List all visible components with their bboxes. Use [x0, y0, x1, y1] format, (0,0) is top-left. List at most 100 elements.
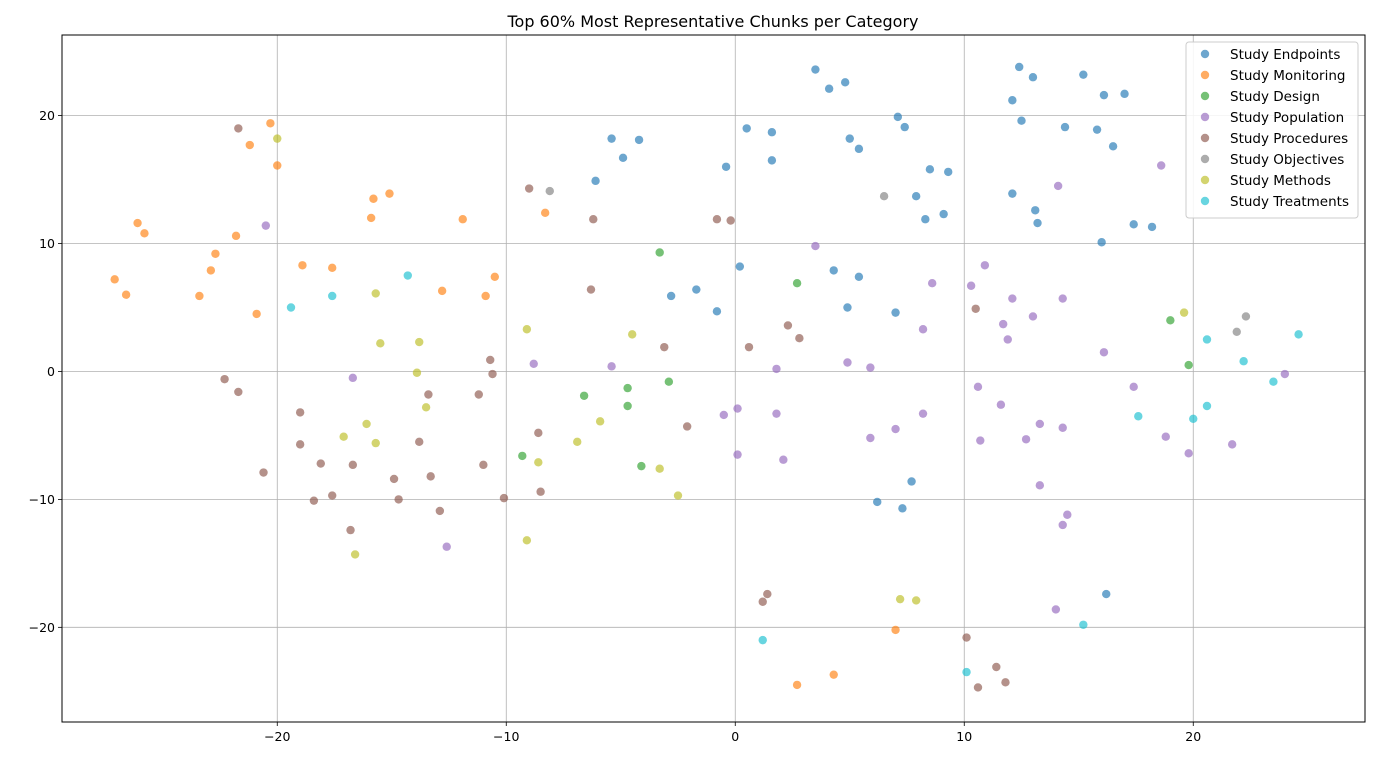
point-study-treatments [1269, 377, 1278, 386]
point-study-procedures [534, 428, 543, 438]
x-tick-label: 10 [956, 729, 972, 744]
point-study-endpoints [1008, 189, 1017, 198]
point-study-endpoints [634, 135, 644, 145]
point-study-procedures [316, 459, 325, 468]
point-study-treatments [1239, 357, 1248, 366]
point-study-population [1156, 161, 1166, 170]
point-study-procedures [712, 215, 722, 224]
point-study-population [772, 409, 781, 418]
legend-marker [1200, 196, 1210, 206]
point-study-design [637, 461, 646, 471]
point-study-objectives [545, 186, 554, 196]
point-study-methods [362, 419, 371, 429]
point-study-endpoints [742, 124, 751, 133]
point-study-monitoring [195, 291, 204, 301]
point-study-design [518, 451, 527, 461]
point-study-monitoring [481, 291, 490, 301]
point-study-procedures [726, 216, 735, 225]
point-study-endpoints [898, 504, 907, 513]
point-study-population [966, 281, 976, 290]
point-study-design [664, 377, 674, 386]
point-study-endpoints [1079, 70, 1088, 79]
point-study-monitoring [211, 249, 220, 258]
point-study-procedures [758, 597, 767, 606]
point-study-methods [273, 134, 282, 143]
point-study-population [1161, 432, 1170, 441]
point-study-endpoints [712, 307, 722, 316]
point-study-endpoints [900, 122, 909, 132]
point-study-objectives [879, 191, 889, 201]
point-study-methods [412, 368, 422, 377]
point-study-population [1003, 335, 1012, 344]
point-study-population [772, 364, 781, 374]
point-study-monitoring [140, 229, 149, 238]
point-study-procedures [499, 493, 509, 503]
point-study-endpoints [1092, 125, 1102, 134]
point-study-monitoring [245, 140, 254, 150]
point-study-population [1008, 294, 1017, 303]
point-study-procedures [744, 342, 754, 352]
point-study-population [1058, 294, 1067, 303]
point-study-endpoints [845, 134, 854, 143]
point-study-population [976, 436, 985, 445]
point-study-procedures [962, 633, 971, 642]
legend-label: Study Methods [1230, 173, 1331, 189]
point-study-endpoints [1097, 238, 1106, 247]
point-study-population [927, 278, 937, 288]
legend-marker [1200, 133, 1210, 143]
legend-marker [1200, 70, 1210, 80]
point-study-procedures [971, 304, 980, 313]
y-tick-label: −20 [29, 620, 55, 635]
point-study-methods [655, 464, 664, 473]
point-study-population [261, 221, 271, 230]
point-study-monitoring [110, 275, 119, 284]
y-tick-label: 0 [47, 364, 55, 379]
point-study-monitoring [266, 119, 275, 128]
point-study-procedures [479, 460, 488, 470]
legend-marker [1200, 154, 1210, 164]
point-study-design [623, 383, 632, 393]
point-study-methods [573, 437, 582, 447]
legend-label: Study Population [1230, 110, 1344, 126]
point-study-population [1063, 510, 1072, 519]
point-study-population [607, 362, 616, 371]
point-study-methods [595, 417, 605, 426]
point-study-population [1280, 369, 1290, 379]
point-study-treatments [403, 271, 412, 280]
point-study-population [996, 400, 1006, 409]
point-study-treatments [1202, 401, 1212, 411]
point-study-procedures [660, 342, 669, 352]
point-study-treatments [1134, 412, 1143, 421]
legend-label: Study Objectives [1230, 152, 1344, 168]
point-study-procedures [234, 124, 243, 133]
point-study-population [719, 410, 729, 420]
legend-box [1185, 41, 1359, 219]
point-study-monitoring [891, 625, 900, 635]
point-study-treatments [328, 291, 337, 301]
point-study-population [973, 382, 983, 392]
point-study-endpoints [1017, 116, 1026, 125]
point-study-methods [522, 536, 532, 545]
point-study-procedures [309, 496, 319, 505]
point-study-endpoints [944, 167, 953, 177]
point-study-procedures [586, 285, 596, 294]
point-study-methods [673, 491, 683, 500]
point-study-population [866, 363, 875, 372]
point-study-population [733, 404, 742, 413]
point-study-procedures [328, 491, 337, 500]
point-study-population [891, 424, 900, 434]
point-study-treatments [1294, 330, 1303, 339]
point-study-monitoring [231, 231, 241, 241]
point-study-endpoints [607, 134, 616, 143]
point-study-monitoring [369, 194, 378, 203]
point-study-procedures [424, 390, 433, 399]
point-study-endpoints [939, 209, 948, 219]
point-study-monitoring [121, 290, 131, 299]
point-study-procedures [346, 525, 355, 535]
point-study-population [843, 358, 852, 367]
point-study-procedures [259, 468, 268, 477]
point-study-population [998, 319, 1008, 329]
point-study-endpoints [721, 162, 731, 171]
legend-marker [1200, 112, 1210, 122]
point-study-population [1227, 440, 1237, 449]
